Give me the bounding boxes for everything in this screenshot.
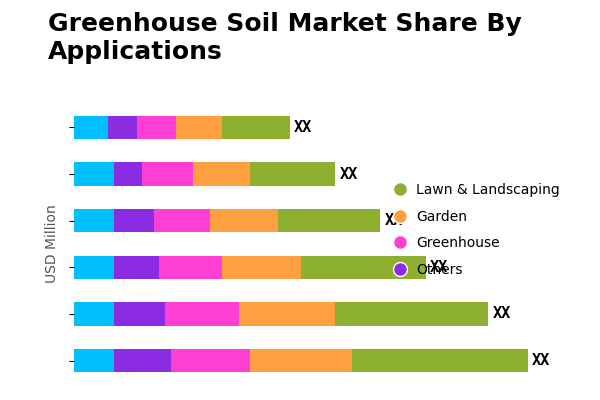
Text: XX: XX (430, 260, 448, 275)
Bar (221, 256, 301, 279)
Text: Greenhouse Soil Market Share By
Applications: Greenhouse Soil Market Share By Applicat… (48, 12, 522, 64)
Bar (74, 349, 114, 372)
Bar (278, 209, 380, 232)
Bar (74, 162, 114, 186)
Bar (335, 302, 488, 326)
Legend: Lawn & Landscaping, Garden, Greenhouse, Others: Lawn & Landscaping, Garden, Greenhouse, … (387, 176, 567, 284)
Text: XX: XX (340, 166, 358, 182)
Bar (159, 256, 221, 279)
Bar (74, 209, 114, 232)
Text: XX: XX (532, 353, 550, 368)
Bar (114, 256, 159, 279)
Bar (108, 116, 137, 139)
Bar (74, 302, 114, 326)
Bar (114, 162, 142, 186)
Bar (137, 116, 176, 139)
Bar (165, 302, 239, 326)
Bar (193, 162, 250, 186)
Bar (210, 209, 278, 232)
Text: XX: XX (385, 213, 403, 228)
Bar (176, 116, 221, 139)
Bar (114, 302, 165, 326)
Bar (352, 349, 527, 372)
Bar (250, 349, 352, 372)
Bar (250, 162, 335, 186)
Bar (221, 116, 290, 139)
Text: XX: XX (294, 120, 313, 135)
Bar (154, 209, 210, 232)
Bar (74, 116, 108, 139)
Y-axis label: USD Million: USD Million (45, 205, 59, 283)
Bar (114, 349, 170, 372)
Bar (142, 162, 193, 186)
Bar (74, 256, 114, 279)
Bar (239, 302, 335, 326)
Text: XX: XX (493, 306, 511, 322)
Bar (170, 349, 250, 372)
Bar (114, 209, 154, 232)
Bar (301, 256, 425, 279)
